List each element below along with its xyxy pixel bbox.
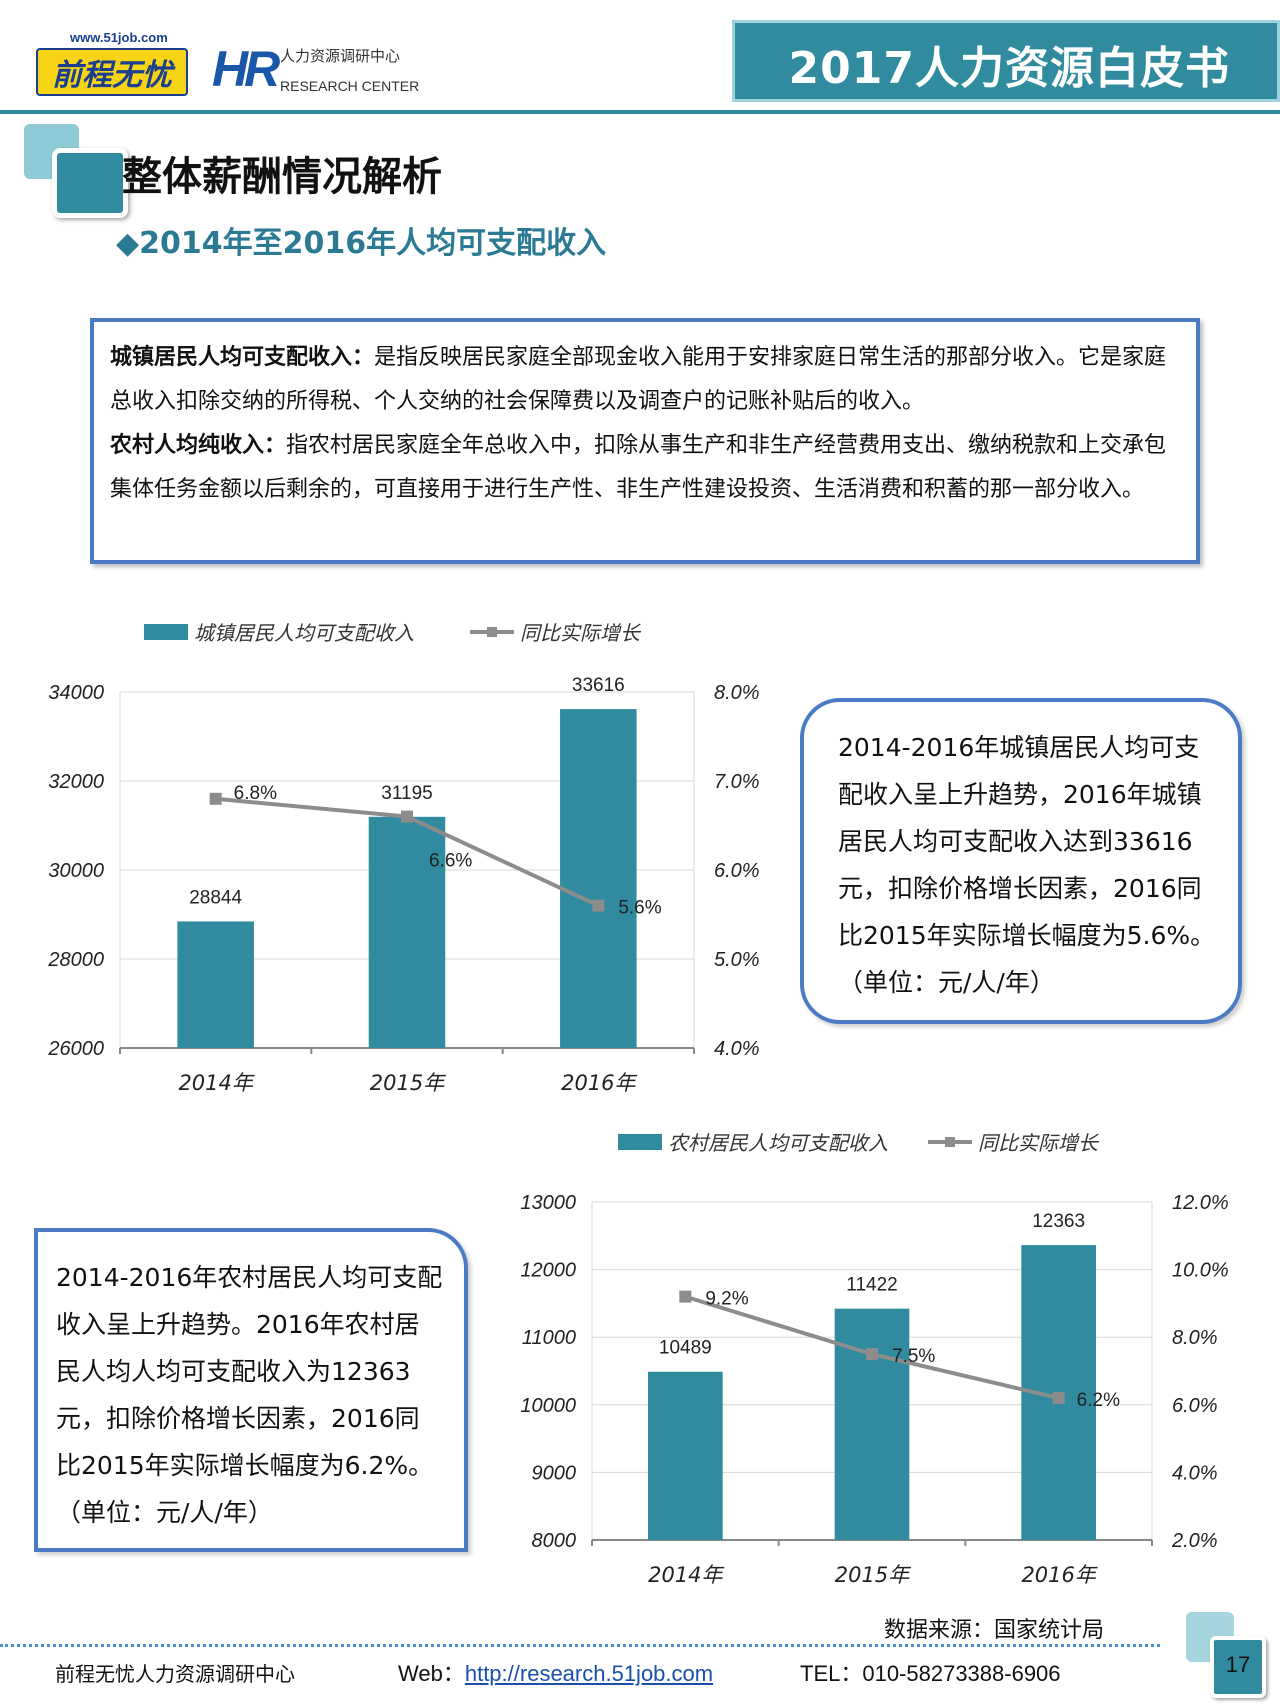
rural-summary-box: 2014-2016年农村居民人均可支配收入呈上升趋势。2016年农村居民人均人均… xyxy=(34,1228,468,1552)
rural-bar-value-label: 12363 xyxy=(1032,1211,1085,1232)
urban-left-tick: 26000 xyxy=(47,1038,104,1060)
urban-category-label: 2016年 xyxy=(561,1071,637,1095)
rural-left-tick: 9000 xyxy=(532,1462,577,1484)
footer-web-label: Web： xyxy=(398,1661,465,1686)
footer-org: 前程无忧人力资源调研中心 xyxy=(55,1662,295,1686)
section-subtitle: ◆2014年至2016年人均可支配收入 xyxy=(116,226,607,261)
urban-summary-text: 2014-2016年城镇居民人均可支配收入呈上升趋势，2016年城镇居民人均可支… xyxy=(838,733,1216,997)
rural-category-label: 2015年 xyxy=(835,1563,911,1587)
page-number-badge: 17 xyxy=(1186,1612,1268,1702)
urban-bar xyxy=(368,816,446,1048)
rural-legend-line-marker xyxy=(945,1137,955,1147)
rural-bar-value-label: 10489 xyxy=(659,1338,712,1359)
urban-category-label: 2014年 xyxy=(178,1071,254,1095)
urban-legend-line-label: 同比实际增长 xyxy=(520,621,642,645)
urban-bar-value-label: 28844 xyxy=(189,887,242,908)
rural-right-tick: 2.0% xyxy=(1171,1530,1218,1552)
urban-bar xyxy=(177,921,254,1048)
urban-left-tick: 30000 xyxy=(48,860,104,882)
rural-growth-point xyxy=(679,1290,692,1303)
logo-url: www.51job.com xyxy=(70,30,168,45)
rural-growth-point xyxy=(866,1348,878,1361)
urban-growth-point xyxy=(401,810,413,823)
footer-web: Web：http://research.51job.com xyxy=(398,1656,713,1688)
rural-growth-label: 6.2% xyxy=(1077,1390,1120,1411)
rural-growth-label: 7.5% xyxy=(892,1346,935,1367)
rural-right-tick: 8.0% xyxy=(1172,1327,1218,1349)
rural-income-chart: 农村居民人均可支配收入 同比实际增长 8000 9000 10000 11000 12000… xyxy=(520,1131,1229,1587)
rural-bar-value-label: 11422 xyxy=(846,1275,897,1296)
footer-web-link[interactable]: http://research.51job.com xyxy=(464,1661,714,1686)
urban-category-label: 2015年 xyxy=(370,1071,446,1095)
rural-legend-bar-label: 农村居民人均可支配收入 xyxy=(668,1131,888,1155)
urban-income-chart: 城镇居民人均可支配收入 同比实际增长 26000 28000 30000 32000 340… xyxy=(47,621,760,1095)
urban-left-tick: 32000 xyxy=(48,771,104,793)
rural-category-label: 2016年 xyxy=(1021,1563,1097,1587)
rural-left-tick: 12000 xyxy=(520,1260,576,1282)
urban-right-tick: 5.0% xyxy=(714,949,760,971)
urban-definition: 城镇居民人均可支配收入：是指反映居民家庭全部现金收入能用于安排家庭日常生活的那部… xyxy=(110,336,1180,424)
logo-badge: 前程无忧 xyxy=(36,48,188,96)
logo-name: 前程无忧 xyxy=(52,58,172,93)
urban-right-tick: 7.0% xyxy=(714,771,760,793)
definitions-box: 城镇居民人均可支配收入：是指反映居民家庭全部现金收入能用于安排家庭日常生活的那部… xyxy=(90,318,1200,564)
urban-right-tick: 6.0% xyxy=(714,860,760,882)
rural-term: 农村人均纯收入： xyxy=(110,433,287,458)
rural-left-tick: 13000 xyxy=(520,1192,576,1214)
urban-growth-point xyxy=(209,792,222,805)
banner-title: 2017人力资源白皮书 xyxy=(788,43,1230,94)
rural-bar xyxy=(648,1371,723,1540)
hr-mark: HR xyxy=(212,41,280,97)
urban-bar xyxy=(560,709,637,1048)
urban-growth-label: 6.6% xyxy=(429,851,472,872)
urban-legend-bar-swatch xyxy=(144,624,188,640)
urban-term: 城镇居民人均可支配收入： xyxy=(110,345,375,370)
header-banner: 2017人力资源白皮书 xyxy=(732,20,1280,102)
rural-right-tick: 4.0% xyxy=(1172,1462,1218,1484)
rural-legend-bar-swatch xyxy=(618,1134,662,1150)
rural-left-tick: 10000 xyxy=(520,1395,576,1417)
hr-research-logo: HR 人力资源调研中心 RESEARCH CENTER xyxy=(212,40,432,100)
rural-right-tick: 12.0% xyxy=(1172,1192,1229,1214)
section-square-icon xyxy=(22,122,128,218)
urban-legend-line-marker xyxy=(487,627,497,637)
rural-bar xyxy=(834,1308,910,1540)
urban-right-tick: 4.0% xyxy=(714,1038,760,1060)
rural-summary-text: 2014-2016年农村居民人均可支配收入呈上升趋势。2016年农村居民人均人均… xyxy=(56,1263,443,1527)
urban-summary-box: 2014-2016年城镇居民人均可支配收入呈上升趋势，2016年城镇居民人均可支… xyxy=(800,698,1242,1024)
footer-tel: TEL：010-58273388-6906 xyxy=(800,1661,1061,1686)
urban-growth-label: 5.6% xyxy=(618,898,661,919)
section-title: 整体薪酬情况解析 xyxy=(122,154,442,200)
footer-divider xyxy=(0,1644,1160,1647)
rural-definition: 农村人均纯收入：指农村居民家庭全年总收入中，扣除从事生产和非生产经营费用支出、缴… xyxy=(110,424,1180,512)
urban-right-tick: 8.0% xyxy=(714,682,760,704)
rural-right-tick: 10.0% xyxy=(1172,1260,1229,1282)
rural-left-tick: 11000 xyxy=(522,1327,576,1349)
51job-logo: www.51job.com 前程无忧 xyxy=(32,30,192,100)
hr-logo-en: RESEARCH CENTER xyxy=(280,78,420,94)
urban-bar-value-label: 33616 xyxy=(572,675,625,696)
page-number: 17 xyxy=(1225,1652,1251,1677)
data-source: 数据来源：国家统计局 xyxy=(884,1618,1105,1643)
urban-text: 是指反映居民家庭全部现金收入能用于安排家庭日常生活的那部分收入。它是家庭总收入扣… xyxy=(110,345,1167,414)
rural-right-tick: 6.0% xyxy=(1172,1395,1218,1417)
rural-text: 指农村居民家庭全年总收入中，扣除从事生产和非生产经营费用支出、缴纳税款和上交承包… xyxy=(110,433,1167,502)
rural-growth-label: 9.2% xyxy=(705,1289,748,1310)
urban-growth-point xyxy=(592,899,605,912)
hr-logo-cn: 人力资源调研中心 xyxy=(280,47,401,65)
urban-left-tick: 34000 xyxy=(48,682,104,704)
urban-bar-value-label: 31195 xyxy=(381,783,432,804)
rural-legend-line-label: 同比实际增长 xyxy=(978,1131,1100,1155)
urban-left-tick: 28000 xyxy=(47,949,104,971)
urban-growth-label: 6.8% xyxy=(234,783,277,804)
rural-category-label: 2014年 xyxy=(648,1563,724,1587)
header-divider xyxy=(0,110,1280,114)
rural-left-tick: 8000 xyxy=(532,1530,577,1552)
urban-legend-bar-label: 城镇居民人均可支配收入 xyxy=(194,621,414,645)
rural-growth-point xyxy=(1052,1392,1065,1405)
